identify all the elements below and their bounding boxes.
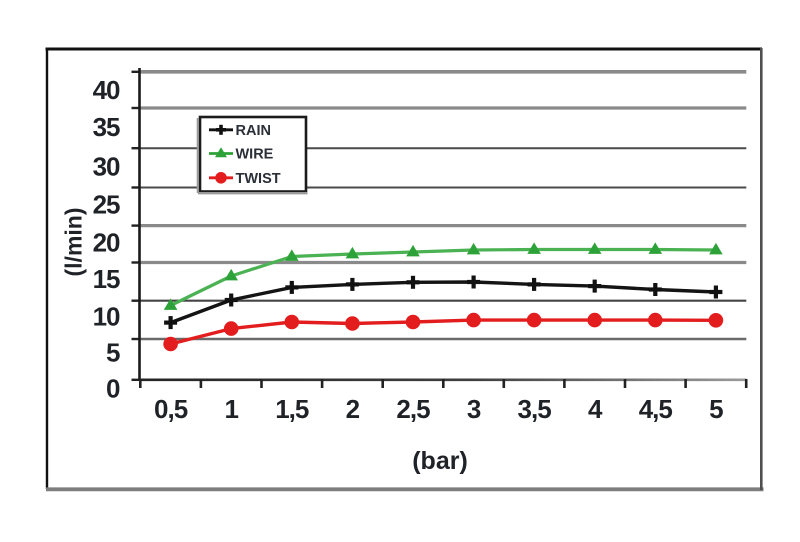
svg-text:1: 1: [224, 394, 238, 424]
svg-text:25: 25: [93, 189, 120, 219]
svg-text:RAIN: RAIN: [236, 123, 271, 139]
svg-text:WIRE: WIRE: [236, 147, 274, 163]
svg-text:35: 35: [93, 112, 120, 142]
svg-text:15: 15: [93, 264, 120, 294]
svg-text:(bar): (bar): [412, 447, 468, 475]
svg-text:1,5: 1,5: [275, 394, 309, 424]
svg-text:0,5: 0,5: [154, 394, 188, 424]
svg-text:4: 4: [588, 394, 603, 424]
svg-text:3: 3: [467, 394, 481, 424]
svg-text:0: 0: [106, 373, 120, 403]
svg-text:5: 5: [709, 394, 723, 424]
svg-text:5: 5: [106, 338, 120, 368]
svg-text:2,5: 2,5: [396, 394, 430, 424]
svg-text:40: 40: [93, 75, 120, 105]
svg-text:3,5: 3,5: [518, 394, 552, 424]
svg-text:20: 20: [93, 227, 120, 257]
svg-text:(l/min): (l/min): [61, 208, 87, 277]
svg-text:TWIST: TWIST: [236, 171, 281, 187]
svg-text:4,5: 4,5: [639, 394, 673, 424]
svg-text:10: 10: [93, 301, 120, 331]
svg-text:30: 30: [93, 151, 120, 181]
svg-text:2: 2: [346, 394, 360, 424]
